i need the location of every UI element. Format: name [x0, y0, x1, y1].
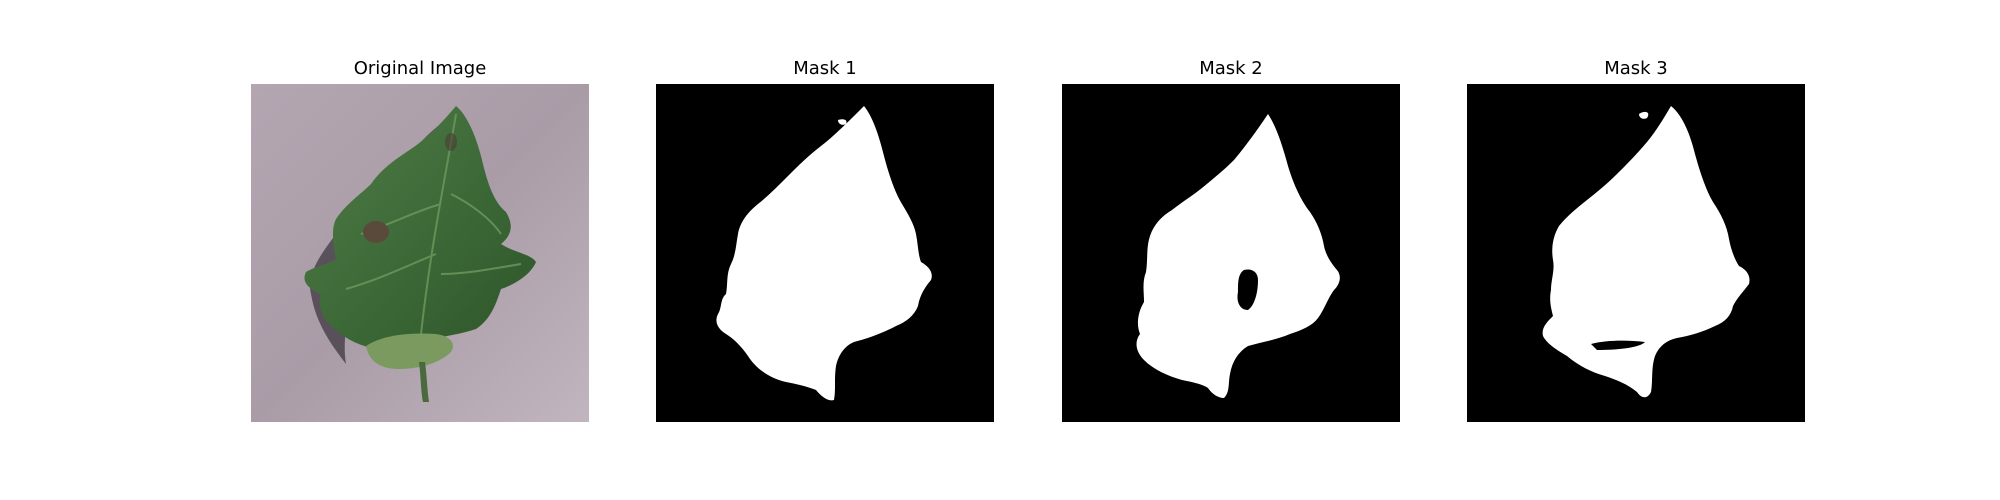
mask-hole — [1237, 269, 1258, 310]
mask-region — [716, 106, 932, 401]
panel-title-original-image: Original Image — [353, 58, 487, 79]
mask-3-image — [1467, 84, 1805, 422]
mask-1-image — [656, 84, 994, 422]
leaf-lesion — [363, 221, 389, 243]
original-image-panel — [251, 84, 589, 422]
leaf-photo — [251, 84, 589, 422]
leaf-spot — [445, 133, 457, 151]
mask-region — [1136, 114, 1340, 398]
mask-gap — [1591, 340, 1645, 350]
leaflet — [366, 333, 453, 369]
leaf-blade — [304, 106, 536, 352]
panel-title-mask-2: Mask 2 — [1199, 58, 1263, 79]
mask-1-panel — [656, 84, 994, 422]
mask-2-panel — [1062, 84, 1400, 422]
mask-3-panel — [1467, 84, 1805, 422]
panel-title-mask-1: Mask 1 — [793, 58, 857, 79]
mask-2-image — [1062, 84, 1400, 422]
leaf-stem — [419, 362, 429, 402]
panel-title-mask-3: Mask 3 — [1604, 58, 1668, 79]
mask-region — [1542, 106, 1750, 398]
